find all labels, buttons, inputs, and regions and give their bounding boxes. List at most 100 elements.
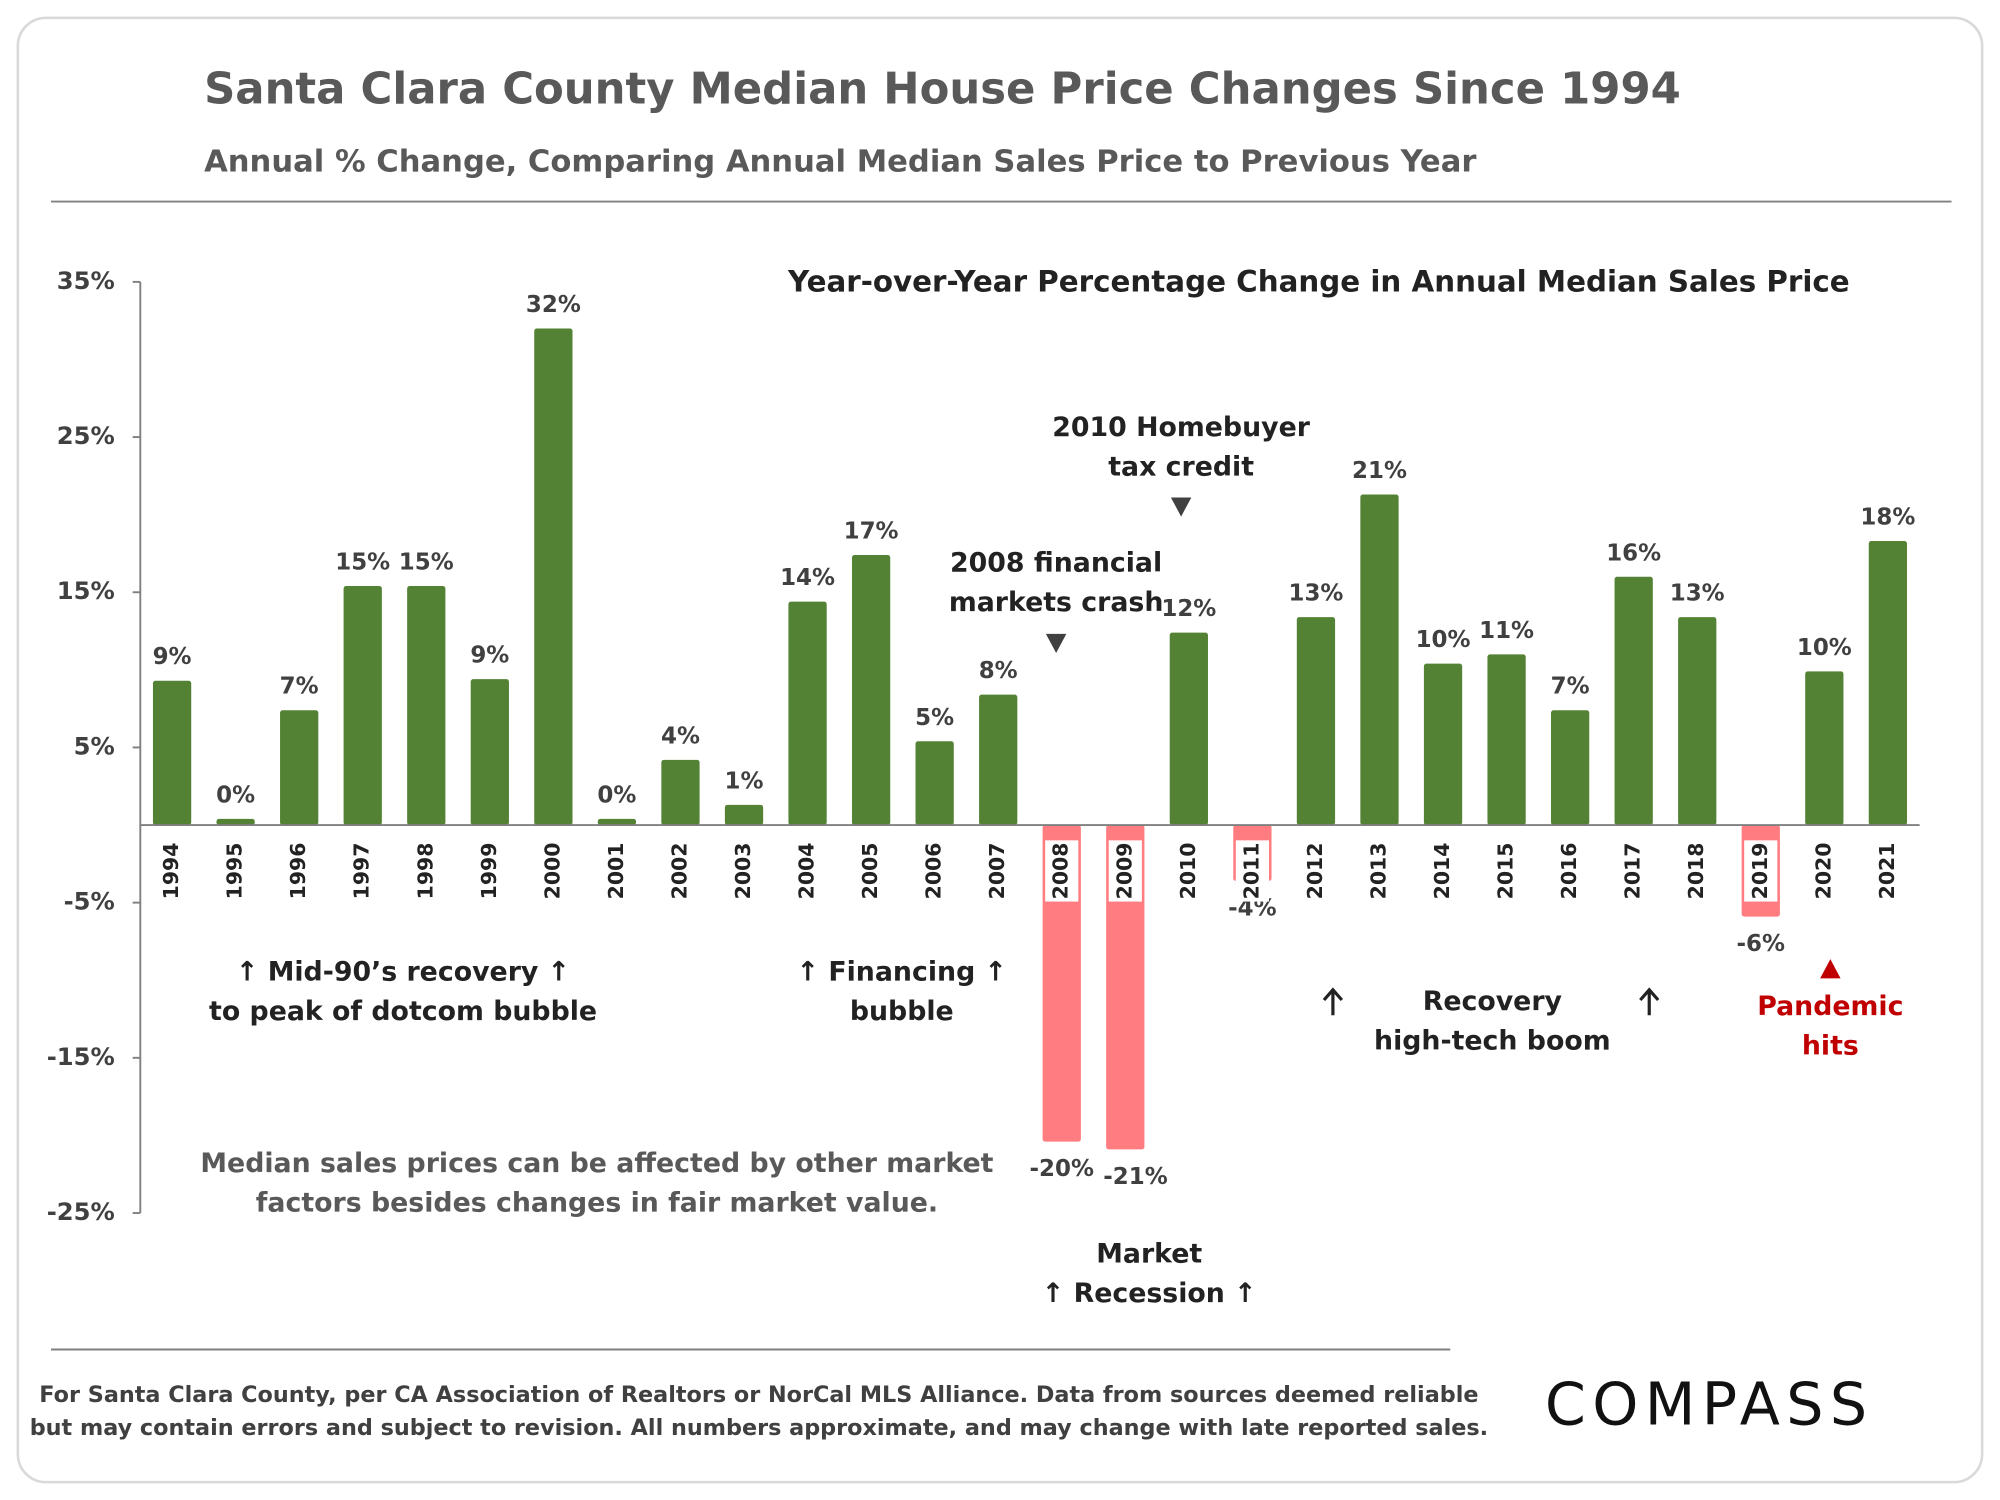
annotation: bubble xyxy=(850,996,954,1027)
value-label: -21% xyxy=(1103,1164,1167,1190)
x-tick-label: 2012 xyxy=(1303,843,1327,900)
value-label: 15% xyxy=(335,550,390,576)
bar xyxy=(407,586,446,826)
x-tick-label: 2008 xyxy=(1049,843,1073,900)
value-label: 32% xyxy=(526,292,581,318)
x-tick-label: 1998 xyxy=(413,843,437,900)
x-tick-label: 2013 xyxy=(1366,843,1390,900)
x-tick-label: 1999 xyxy=(477,843,501,900)
y-tick-label: -25% xyxy=(47,1198,115,1226)
annotation: to peak of dotcom bubble xyxy=(209,996,597,1027)
pointer xyxy=(1820,959,1841,979)
bar xyxy=(1614,576,1653,826)
value-label: 5% xyxy=(915,705,954,731)
footer: For Santa Clara County, per CA Associati… xyxy=(39,1382,1478,1408)
x-tick-label: 1994 xyxy=(159,843,183,900)
value-label: 7% xyxy=(1551,674,1590,700)
arrow xyxy=(1639,987,1660,1016)
x-tick-label: 2010 xyxy=(1176,843,1200,900)
x-tick-label: 2020 xyxy=(1811,843,1835,900)
value-label: 21% xyxy=(1352,458,1407,484)
bar xyxy=(979,694,1018,826)
value-label: -20% xyxy=(1030,1156,1094,1182)
x-tick-label: 1996 xyxy=(286,843,310,900)
annotation: hits xyxy=(1802,1031,1859,1062)
value-label: 0% xyxy=(216,782,255,808)
bar xyxy=(1868,541,1908,826)
label-bg xyxy=(1045,840,1079,902)
arrow xyxy=(1322,987,1344,1016)
annotation: high-tech boom xyxy=(1374,1026,1611,1057)
bar xyxy=(1106,825,1145,1150)
annotation: Pandemic xyxy=(1757,991,1903,1022)
bar xyxy=(597,818,637,826)
bar xyxy=(152,680,192,826)
bar xyxy=(851,555,891,826)
title: Santa Clara County Median House Price Ch… xyxy=(204,64,1681,114)
value-label: 4% xyxy=(661,723,700,749)
x-tick-label: 2019 xyxy=(1748,843,1772,900)
x-tick-label: 2016 xyxy=(1557,843,1581,900)
bar xyxy=(1487,654,1526,826)
annotation: Recovery xyxy=(1423,986,1562,1017)
logo: COMPASS xyxy=(1545,1370,1874,1438)
x-tick-label: 2015 xyxy=(1494,843,1518,900)
annotation: Median sales prices can be affected by o… xyxy=(200,1148,993,1179)
annotation: ↑ Mid-90’s recovery ↑ xyxy=(236,957,570,988)
annotation: markets crash xyxy=(949,587,1164,618)
bar xyxy=(534,328,573,826)
bar xyxy=(1169,632,1208,826)
value-label: -6% xyxy=(1737,931,1785,957)
bar xyxy=(280,710,319,826)
value-label: 14% xyxy=(780,565,835,591)
bar xyxy=(1042,825,1081,1142)
value-label: 12% xyxy=(1161,596,1216,622)
bar xyxy=(343,586,382,826)
subtitle: Annual % Change, Comparing Annual Median… xyxy=(204,145,1476,180)
y-tick-label: 35% xyxy=(57,267,115,295)
annotation: tax credit xyxy=(1108,452,1254,483)
x-tick-label: 2002 xyxy=(667,843,691,900)
annotation: 2010 Homebuyer xyxy=(1052,412,1310,443)
bar xyxy=(1423,663,1463,826)
chart-title: Year-over-Year Percentage Change in Annu… xyxy=(787,265,1850,299)
x-tick-label: 2014 xyxy=(1430,843,1454,900)
value-label: 13% xyxy=(1670,581,1725,607)
x-tick-label: 2011 xyxy=(1239,843,1263,900)
x-tick-label: 1995 xyxy=(223,843,247,900)
x-tick-label: 2001 xyxy=(604,843,628,900)
x-tick-label: 2003 xyxy=(731,843,755,900)
value-label: 11% xyxy=(1479,618,1534,644)
x-tick-label: 2007 xyxy=(985,843,1009,900)
bar xyxy=(470,679,509,826)
bar xyxy=(661,759,700,826)
value-label: 15% xyxy=(399,550,454,576)
annotation: Market xyxy=(1096,1239,1202,1270)
value-label: 9% xyxy=(470,643,509,669)
bar xyxy=(915,741,954,826)
bar xyxy=(788,601,827,826)
x-tick-label: 2000 xyxy=(540,843,564,900)
label-bg xyxy=(1235,840,1269,902)
x-tick-label: 2021 xyxy=(1875,843,1899,900)
bar xyxy=(216,818,255,826)
pointer xyxy=(1045,633,1067,654)
x-tick-label: 2006 xyxy=(922,843,946,900)
y-tick-label: -15% xyxy=(47,1043,115,1071)
annotation: 2008 financial xyxy=(950,547,1162,578)
x-tick-label: 2017 xyxy=(1621,843,1645,900)
value-label: 9% xyxy=(153,644,192,670)
y-tick-label: 25% xyxy=(57,422,115,450)
bar xyxy=(1360,494,1399,826)
x-tick-label: 2009 xyxy=(1112,843,1136,900)
y-tick-label: 15% xyxy=(57,577,115,605)
bar xyxy=(1296,617,1336,826)
annotation: factors besides changes in fair market v… xyxy=(256,1188,938,1219)
annotation: ↑ Recession ↑ xyxy=(1042,1278,1257,1309)
value-label: 16% xyxy=(1606,540,1661,566)
bar xyxy=(1678,617,1717,826)
annotation: ↑ Financing ↑ xyxy=(797,957,1007,988)
value-label: 0% xyxy=(597,782,636,808)
value-label: 17% xyxy=(844,519,899,545)
value-label: 7% xyxy=(280,674,319,700)
